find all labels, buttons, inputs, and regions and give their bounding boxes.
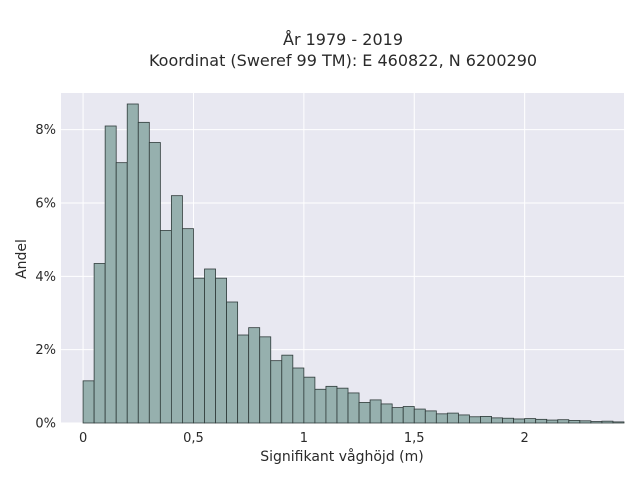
histogram-bar (215, 277, 227, 424)
histogram-bar (170, 195, 183, 424)
histogram-bar (314, 388, 327, 424)
x-tick-label: 0,5 (183, 431, 204, 446)
histogram-bar (380, 403, 393, 424)
bars (82, 103, 625, 424)
histogram-bar (369, 399, 382, 424)
histogram-bar (358, 402, 371, 424)
histogram-bar (458, 414, 470, 424)
histogram-bar (270, 360, 283, 424)
histogram-bar (491, 417, 503, 424)
x-tick-label: 0 (79, 431, 87, 446)
x-axis-label: Signifikant våghöjd (m) (260, 448, 423, 465)
histogram-bar (480, 415, 492, 424)
histogram-bar (237, 334, 250, 424)
histogram-bar (391, 407, 404, 424)
histogram-bar (325, 385, 338, 424)
histogram-bar (193, 277, 205, 424)
histogram-bar (435, 413, 448, 424)
histogram-bar (248, 327, 261, 424)
tick-labels: 0 0,5 1 1,5 2 0% 2% 4% 6% 8% (35, 123, 528, 446)
histogram-bar (182, 228, 194, 424)
y-axis-label: Andel (14, 239, 30, 279)
histogram-bar (590, 421, 603, 424)
x-tick-label: 1 (300, 431, 308, 446)
y-tick-label: 0% (35, 417, 56, 432)
histogram-bar (159, 230, 172, 424)
y-tick-label: 8% (35, 123, 56, 138)
histogram-bar (568, 420, 581, 424)
histogram-bar (502, 417, 515, 424)
histogram-bar (226, 301, 239, 424)
histogram-bar (513, 418, 526, 424)
histogram-bar (579, 420, 592, 424)
y-tick-label: 6% (35, 197, 56, 212)
histogram-bar (535, 418, 548, 424)
histogram-bar (347, 392, 360, 424)
histogram-bar (126, 103, 139, 424)
histogram-bar (115, 162, 128, 424)
x-tick-label: 2 (521, 431, 529, 446)
histogram-bar (82, 380, 95, 424)
histogram-bar (424, 410, 437, 424)
chart-title-line2: Koordinat (Sweref 99 TM): E 460822, N 62… (149, 51, 537, 70)
chart-title-line1: År 1979 - 2019 (283, 30, 403, 49)
histogram-bar (402, 406, 415, 424)
histogram-bar (469, 416, 481, 424)
x-tick-label: 1,5 (404, 431, 425, 446)
y-tick-label: 2% (35, 343, 56, 358)
histogram-bar (524, 418, 537, 424)
histogram-bar (281, 354, 294, 424)
histogram-bar (557, 419, 570, 424)
histogram-bar (336, 387, 349, 424)
histogram-bar (303, 376, 316, 424)
histogram-bar (137, 121, 150, 424)
histogram-bar (292, 367, 305, 424)
histogram-bar (259, 336, 272, 424)
histogram-bar (413, 408, 426, 424)
y-tick-label: 4% (35, 270, 56, 285)
histogram-bar (601, 420, 614, 424)
histogram-bar (93, 263, 106, 424)
histogram-bar (148, 142, 161, 424)
histogram-bar (612, 421, 625, 424)
histogram-bar (446, 412, 459, 424)
histogram-bar (546, 419, 559, 424)
histogram-bar (204, 268, 216, 424)
histogram-bar (104, 125, 117, 424)
